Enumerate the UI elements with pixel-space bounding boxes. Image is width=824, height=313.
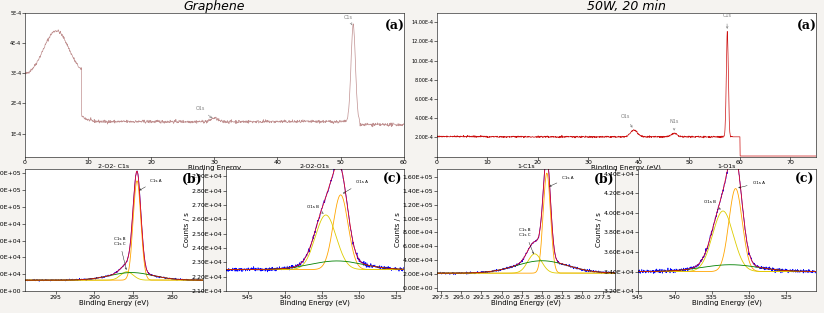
- Text: O1s B: O1s B: [705, 200, 720, 209]
- Text: C1s: C1s: [723, 13, 731, 28]
- Title: 50W, 20 min: 50W, 20 min: [587, 0, 666, 13]
- X-axis label: Binding Energy: Binding Energy: [188, 165, 241, 171]
- Text: (b): (b): [593, 173, 614, 186]
- Text: C1s B
C1s C: C1s B C1s C: [114, 237, 127, 269]
- Title: Graphene: Graphene: [184, 0, 245, 13]
- Text: C1s B
C1s C: C1s B C1s C: [519, 228, 534, 254]
- Y-axis label: Counts / s: Counts / s: [596, 213, 602, 248]
- X-axis label: Binding Energy (eV): Binding Energy (eV): [592, 165, 661, 172]
- Text: (c): (c): [794, 173, 814, 186]
- Text: C1s A: C1s A: [140, 179, 162, 190]
- Text: O1s A: O1s A: [739, 181, 765, 188]
- Text: O1s A: O1s A: [344, 180, 368, 193]
- Text: C1s: C1s: [344, 15, 353, 25]
- Title: 1-C1s: 1-C1s: [517, 164, 535, 169]
- Text: O1s: O1s: [621, 114, 632, 127]
- Text: (b): (b): [181, 173, 202, 186]
- Text: C1s A: C1s A: [550, 176, 574, 186]
- Text: (a): (a): [385, 20, 405, 33]
- Text: N1s: N1s: [669, 119, 679, 130]
- Y-axis label: Counts / s: Counts / s: [396, 213, 401, 248]
- Title: 2-O2- C1s: 2-O2- C1s: [98, 164, 129, 169]
- Text: (c): (c): [382, 173, 402, 186]
- Y-axis label: Counts / s: Counts / s: [184, 213, 190, 248]
- X-axis label: Binding Energy (eV): Binding Energy (eV): [79, 300, 148, 306]
- Text: O1s: O1s: [195, 105, 212, 118]
- X-axis label: Binding Energy (eV): Binding Energy (eV): [280, 300, 349, 306]
- X-axis label: Binding Energy (eV): Binding Energy (eV): [491, 300, 560, 306]
- Title: 1-O1s: 1-O1s: [718, 164, 736, 169]
- X-axis label: Binding Energy (eV): Binding Energy (eV): [692, 300, 761, 306]
- Text: O1s B: O1s B: [307, 205, 323, 213]
- Title: 2-O2-O1s: 2-O2-O1s: [300, 164, 330, 169]
- Text: (a): (a): [797, 20, 817, 33]
